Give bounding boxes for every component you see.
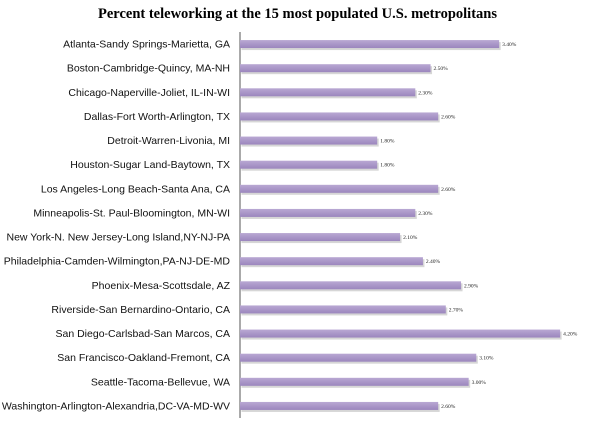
chart-title: Percent teleworking at the 15 most popul… — [98, 6, 497, 22]
bar — [240, 353, 477, 362]
category-label: Washington-Arlington-Alexandria,DC-VA-MD… — [2, 400, 230, 412]
data-label: 2.60% — [441, 404, 456, 410]
category-label: Philadelphia-Camden-Wilmington,PA-NJ-DE-… — [4, 256, 231, 268]
data-label: 1.80% — [380, 139, 395, 145]
category-label: Los Angeles-Long Beach-Santa Ana, CA — [41, 183, 230, 195]
category-label: Seattle-Tacoma-Bellevue, WA — [91, 376, 230, 388]
bar — [240, 233, 401, 242]
category-label: New York-N. New Jersey-Long Island,NY-NJ… — [6, 232, 230, 244]
data-label: 2.70% — [449, 307, 464, 313]
bar — [240, 281, 462, 290]
bar — [240, 257, 423, 266]
data-label: 2.60% — [441, 114, 456, 120]
data-label: 3.10% — [479, 356, 494, 362]
bar — [240, 377, 469, 386]
bar — [240, 305, 446, 314]
bar — [240, 40, 500, 49]
category-label: Chicago-Naperville-Joliet, IL-IN-WI — [68, 87, 230, 99]
bar — [240, 329, 561, 338]
data-label: 3.00% — [472, 380, 487, 386]
data-label: 4.20% — [563, 332, 578, 338]
category-label: Detroit-Warren-Livonia, MI — [107, 135, 230, 147]
bar — [240, 401, 439, 410]
category-label: Houston-Sugar Land-Baytown, TX — [70, 159, 230, 171]
bar — [240, 112, 439, 121]
bar — [240, 184, 439, 193]
category-label: San Francisco-Oakland-Fremont, CA — [57, 352, 230, 364]
category-label: San Diego-Carlsbad-San Marcos, CA — [56, 328, 231, 340]
data-label: 1.80% — [380, 163, 395, 169]
bar — [240, 88, 416, 97]
data-label: 2.40% — [426, 259, 441, 265]
data-label: 2.30% — [418, 90, 433, 96]
data-label: 2.30% — [418, 211, 433, 217]
data-label: 2.10% — [403, 235, 418, 241]
category-label: Phoenix-Mesa-Scottsdale, AZ — [92, 280, 231, 292]
category-label: Atlanta-Sandy Springs-Marietta, GA — [63, 39, 230, 51]
bar — [240, 160, 378, 169]
data-label: 2.90% — [464, 283, 479, 289]
bar — [240, 136, 378, 145]
data-label: 2.60% — [441, 187, 456, 193]
category-label: Dallas-Fort Worth-Arlington, TX — [84, 111, 230, 123]
bar — [240, 208, 416, 217]
data-label: 3.40% — [502, 42, 517, 48]
category-label: Boston-Cambridge-Quincy, MA-NH — [67, 63, 230, 75]
data-label: 2.50% — [434, 66, 449, 72]
category-label: Riverside-San Bernardino-Ontario, CA — [51, 304, 230, 316]
bar — [240, 64, 431, 73]
category-label: Minneapolis-St. Paul-Bloomington, MN-WI — [33, 207, 230, 219]
